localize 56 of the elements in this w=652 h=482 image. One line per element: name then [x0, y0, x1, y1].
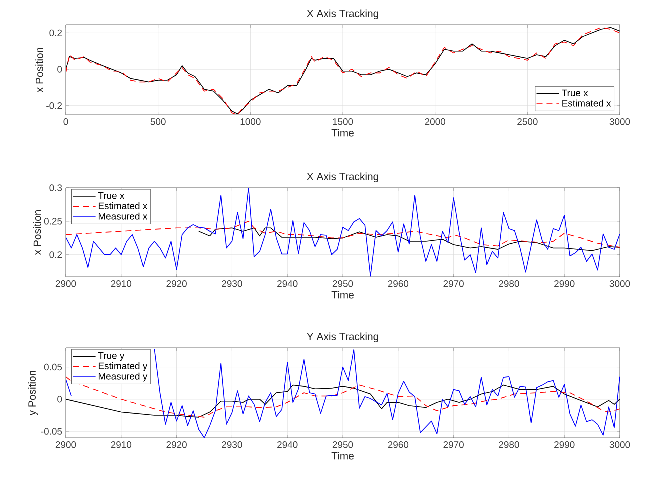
x-tick-label: 2950 — [332, 442, 354, 448]
legend-label: Estimated y — [98, 362, 148, 372]
y-tick-label: 0 — [58, 396, 62, 403]
y-tick-label: 0.2 — [50, 252, 62, 258]
x-tick-label: 2900 — [56, 442, 76, 448]
x-tick-label: 500 — [150, 118, 166, 126]
y-tick-label: 0.3 — [50, 184, 62, 192]
chart-title: Y Axis Tracking — [307, 332, 378, 342]
y-tick-label: -0.05 — [41, 428, 62, 435]
x-tick-label: 3000 — [610, 442, 630, 448]
x-tick-label: 2500 — [518, 118, 538, 126]
y-tick-label: 0.05 — [44, 364, 62, 371]
x-tick-label: 0 — [64, 118, 68, 126]
x-tick-label: 2920 — [166, 280, 187, 288]
x-tick-label: 3000 — [610, 118, 630, 126]
x-tick-label: 2950 — [332, 280, 354, 288]
x-tick-label: 2900 — [56, 280, 76, 288]
y-axis-title: x Position — [34, 210, 42, 256]
x-tick-label: 2960 — [388, 280, 409, 288]
x-tick-label: 2940 — [278, 442, 298, 448]
y-tick-label: 0.25 — [44, 218, 62, 225]
x-tick-label: 1000 — [240, 118, 261, 126]
y-axis-title: x Position — [36, 48, 44, 93]
x-tick-label: 2960 — [388, 442, 409, 448]
x-tick-label: 2990 — [554, 280, 575, 288]
x-tick-label: 2930 — [222, 280, 242, 288]
x-axis-title: Time — [332, 129, 354, 137]
x-tick-label: 2920 — [166, 442, 187, 448]
x-tick-label: 2970 — [444, 442, 464, 448]
x-tick-label: 2980 — [499, 442, 520, 448]
x-tick-label: 2000 — [425, 118, 446, 126]
x-tick-label: 2990 — [554, 442, 575, 448]
x-tick-label: 2970 — [444, 280, 464, 288]
legend-label: Estimated x — [562, 100, 612, 107]
legend-label: Measured x — [98, 212, 148, 220]
legend-label: True x — [562, 90, 588, 96]
x-axis-title: Time — [332, 291, 354, 299]
x-tick-label: 2930 — [222, 442, 242, 448]
y-tick-label: -0.2 — [46, 102, 62, 110]
x-tick-label: 2940 — [278, 280, 298, 288]
legend-label: True y — [98, 352, 125, 362]
x-tick-label: 2910 — [111, 442, 132, 448]
legend-label: True x — [98, 192, 125, 200]
y-tick-label: 0.2 — [50, 30, 62, 37]
chart-title: X Axis Tracking — [307, 10, 378, 20]
x-axis-title: Time — [332, 452, 354, 460]
x-tick-label: 3000 — [610, 280, 630, 288]
x-tick-label: 2980 — [499, 280, 520, 288]
line-series — [66, 188, 620, 277]
x-tick-label: 2910 — [111, 280, 132, 288]
legend-label: Estimated x — [98, 202, 148, 210]
legend-label: Measured y — [98, 372, 148, 382]
y-axis-title: y Position — [28, 371, 38, 416]
x-tick-label: 1500 — [333, 118, 354, 126]
chart-title: X Axis Tracking — [307, 172, 378, 182]
y-tick-label: 0 — [58, 66, 62, 73]
